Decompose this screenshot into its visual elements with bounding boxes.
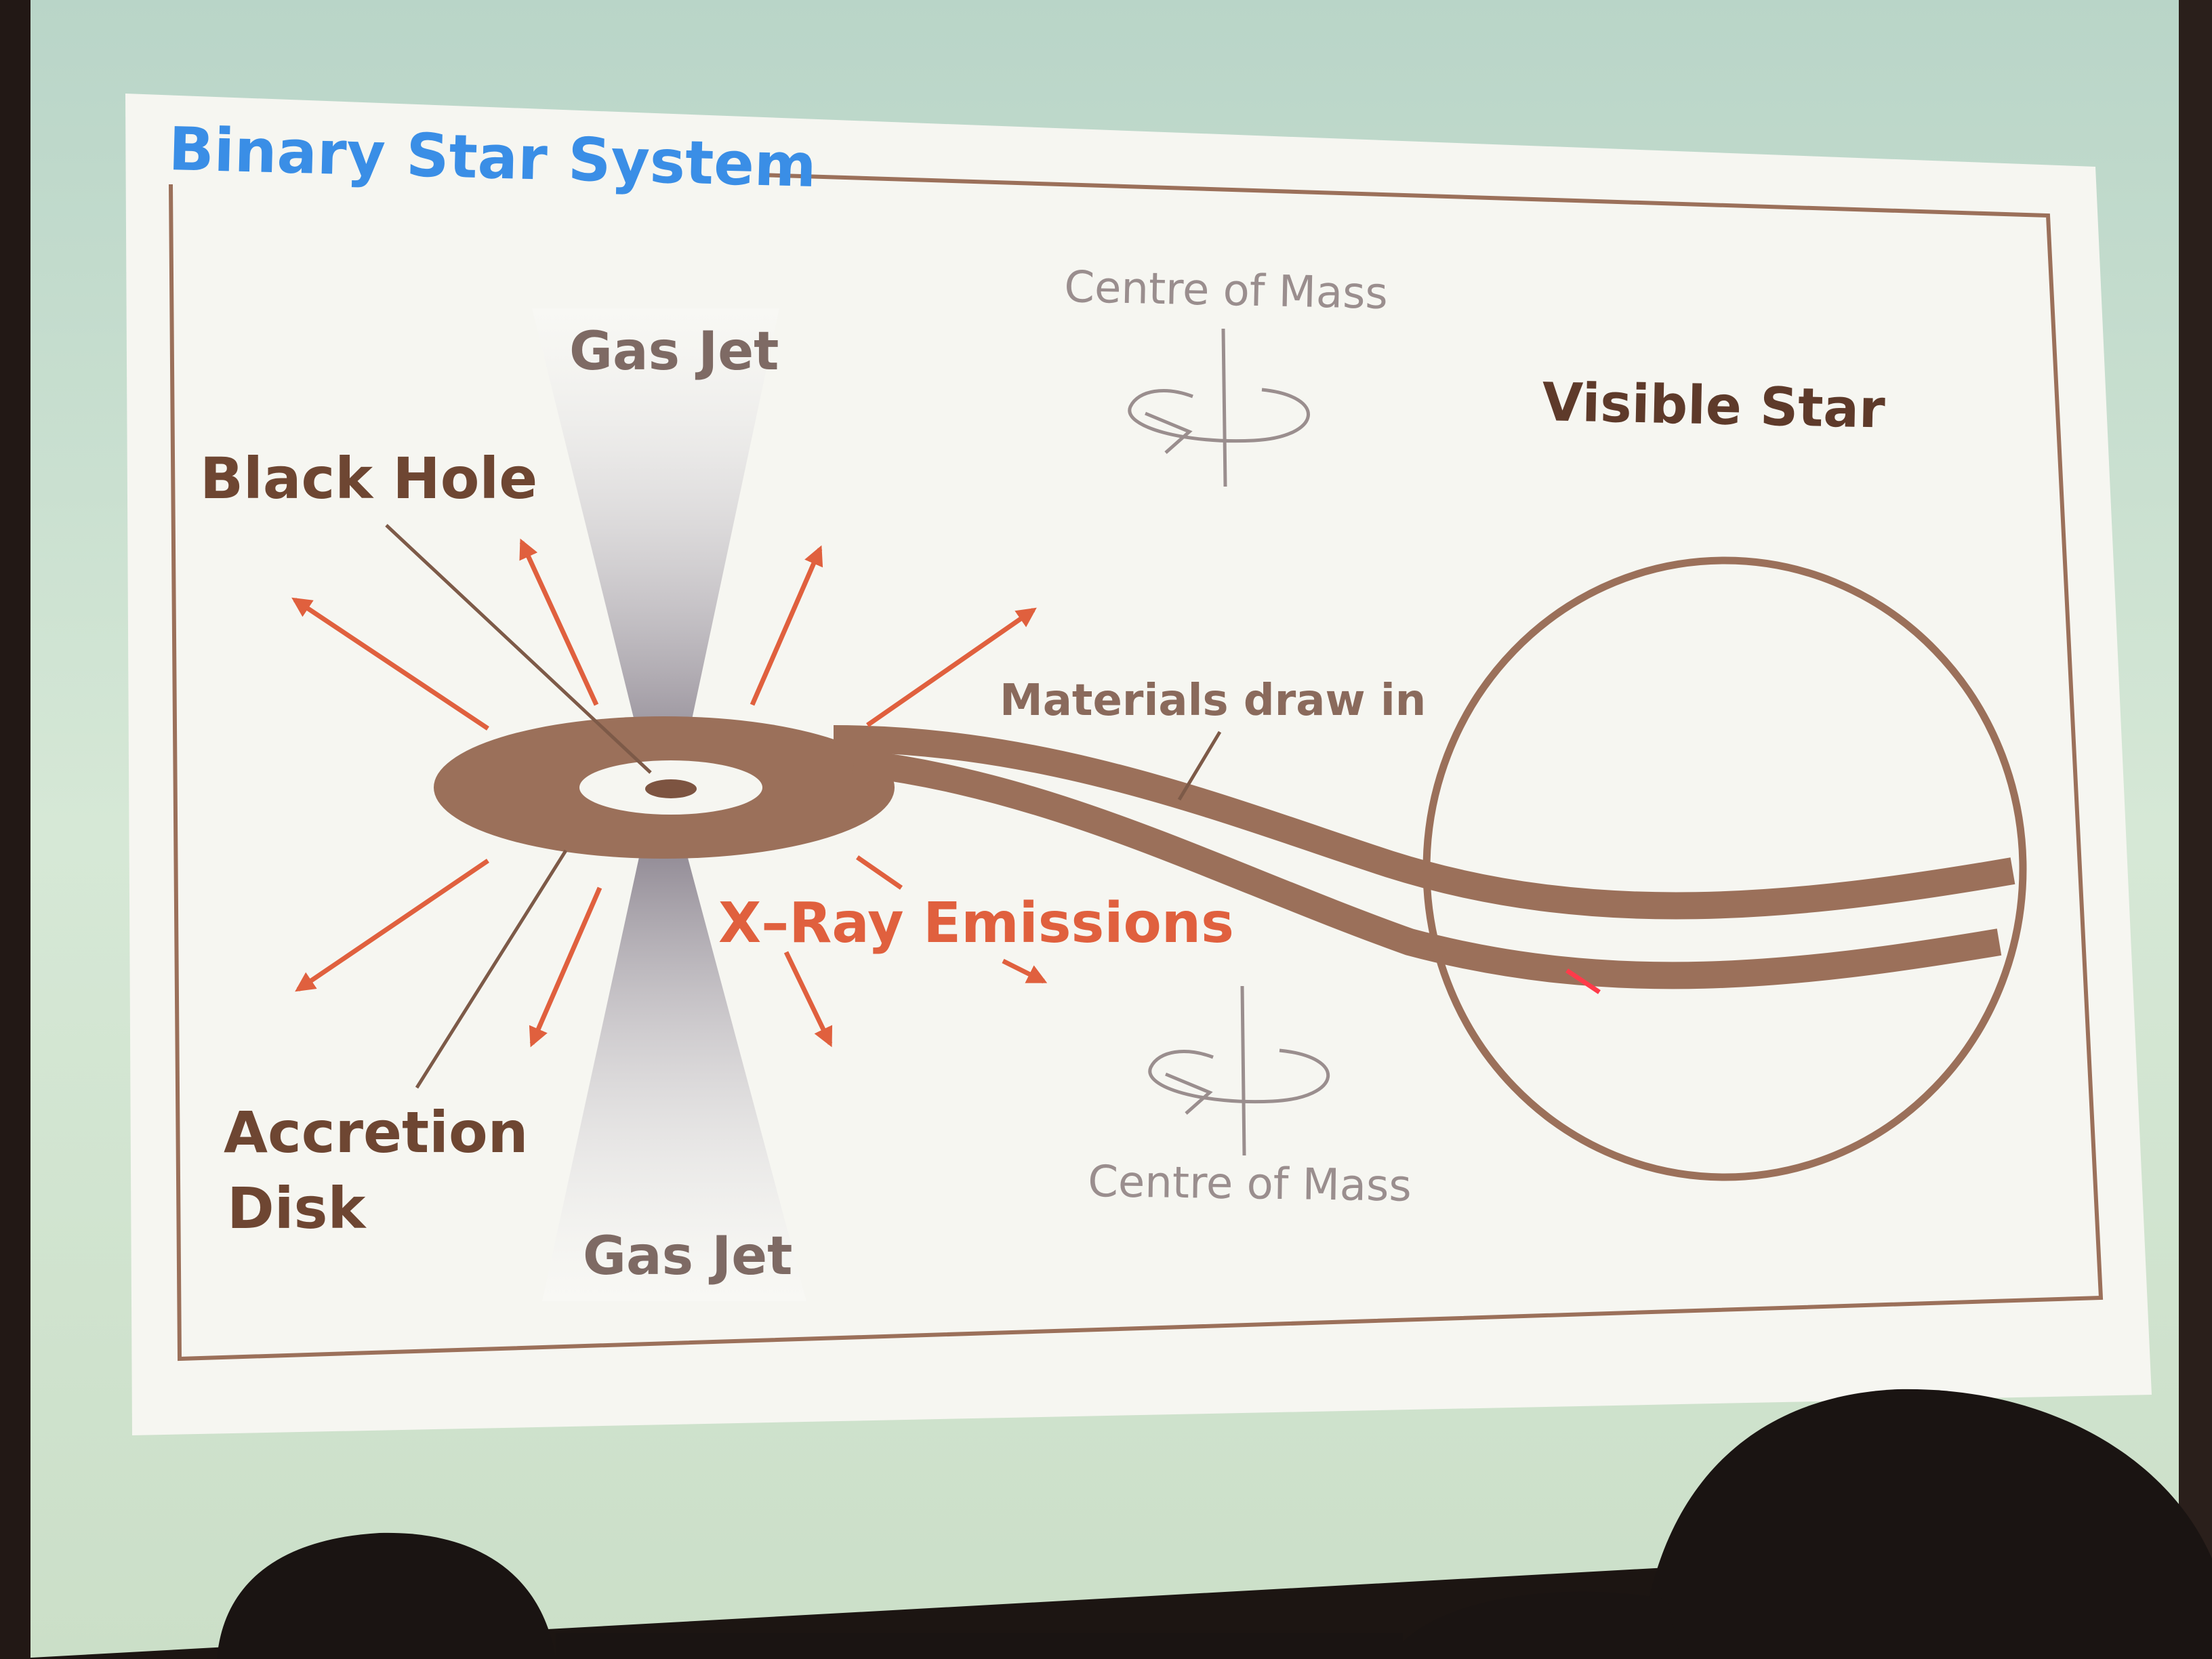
xray-arrows [291, 538, 1048, 1048]
black-hole [645, 779, 697, 798]
audience-silhouettes [217, 1389, 2212, 1659]
rotation-arrow-icon [1148, 985, 1330, 1156]
label-gas-jet-bottom: Gas Jet [583, 1226, 792, 1287]
gas-jet-top [532, 308, 779, 786]
label-accretion-disk-line2: Disk [227, 1175, 367, 1242]
label-centre-of-mass-top: Centre of Mass [1064, 262, 1389, 319]
label-gas-jet-top: Gas Jet [569, 321, 779, 382]
slide-title: Binary Star System [167, 114, 817, 201]
black-hole-leader [385, 524, 652, 774]
label-centre-of-mass-bottom: Centre of Mass [1088, 1157, 1412, 1212]
slide-frame [169, 173, 2104, 1361]
laser-pointer-dot [1565, 968, 1601, 994]
rotation-arrow-icon [1128, 328, 1310, 487]
materials-leader [1177, 731, 1222, 801]
material-stream-lower [852, 749, 2002, 989]
label-visible-star: Visible Star [1542, 372, 1886, 441]
label-black-hole: Black Hole [200, 445, 537, 512]
material-stream-upper [833, 725, 2015, 920]
label-xray-emissions: X–Ray Emissions [718, 891, 1234, 956]
label-materials-draw-in: Materials draw in [1000, 676, 1426, 726]
label-accretion-disk-line1: Accretion [224, 1099, 528, 1166]
accretion-disk-leader [415, 849, 568, 1089]
gas-jet-bottom [542, 820, 806, 1301]
visible-star [1422, 556, 2027, 1181]
